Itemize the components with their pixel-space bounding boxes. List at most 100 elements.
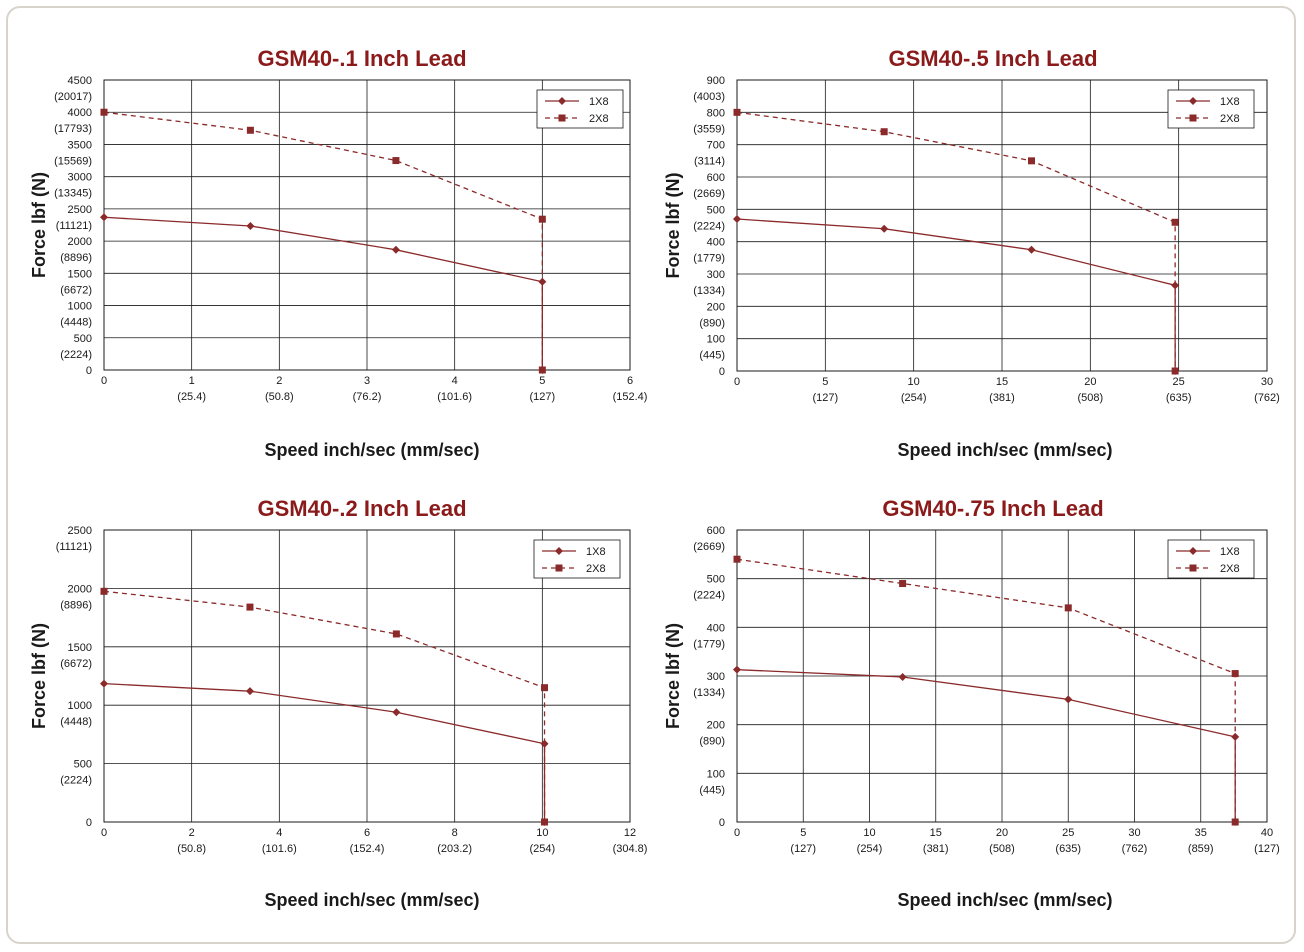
y-tick-sublabel: (890) (699, 317, 725, 329)
data-point-square (246, 603, 254, 611)
x-tick-label: 25 (1062, 827, 1074, 839)
data-point-diamond (392, 708, 401, 717)
legend-box (1167, 539, 1255, 579)
chart-4: GSM40-.75 Inch Lead 0 5 (127) 10 (254) 15 (381)… (663, 496, 1280, 910)
x-tick-sublabel: (152.4) (350, 843, 385, 855)
y-tick-sublabel: (8896) (60, 252, 92, 264)
y-tick-sublabel: (3114) (694, 156, 725, 168)
x-tick-label: 4 (452, 375, 458, 387)
chart-title: GSM40-.75 Inch Lead (882, 496, 1103, 521)
legend-marker (1189, 97, 1197, 105)
y-tick-sublabel: (13345) (54, 188, 92, 200)
data-point-diamond (733, 215, 741, 224)
x-tick-sublabel: (50.8) (177, 843, 206, 855)
series-2X8 (733, 108, 1179, 375)
legend-label: 2X8 (589, 113, 609, 125)
x-tick-label: 0 (734, 827, 740, 839)
x-tick-label: 20 (996, 827, 1008, 839)
data-point-square (392, 157, 400, 165)
data-point-diamond (100, 679, 108, 688)
legend-box (536, 89, 624, 129)
x-tick-sublabel: (203.2) (437, 843, 472, 855)
legend-label: 2X8 (586, 563, 606, 575)
x-tick-sublabel: (76.2) (353, 391, 382, 403)
plot-area (103, 529, 631, 823)
x-tick-sublabel: (381) (989, 392, 1015, 404)
x-tick-sublabel: (762) (1254, 392, 1280, 404)
y-tick-label: 200 (707, 301, 725, 313)
y-tick-label: 1000 (68, 700, 92, 712)
chart-1: GSM40-.1 Inch Lead 0 1 (25.4) 2 (50.8) 3 (76.2)… (29, 46, 647, 460)
data-point-square (541, 818, 549, 826)
y-tick-label: 4000 (68, 107, 92, 119)
y-tick-label: 100 (707, 768, 725, 780)
x-tick-label: 0 (101, 827, 107, 839)
y-tick-label: 600 (707, 525, 725, 537)
legend-marker (558, 97, 566, 105)
x-tick-label: 5 (822, 376, 828, 388)
y-tick-label: 3500 (68, 139, 92, 151)
x-tick-sublabel: (152.4) (613, 391, 648, 403)
y-tick-label: 800 (707, 107, 725, 119)
outer-frame (6, 6, 1296, 944)
y-tick-label: 400 (707, 622, 725, 634)
chart-2: GSM40-.5 Inch Lead 0 5 (127) 10 (254) 15 (381) 2… (663, 46, 1280, 460)
y-tick-sublabel: (17793) (54, 123, 92, 135)
y-tick-sublabel: (11121) (56, 220, 92, 232)
x-tick-label: 12 (624, 827, 636, 839)
x-tick-sublabel: (254) (901, 392, 927, 404)
x-axis-title: Speed inch/sec (mm/sec) (897, 890, 1112, 910)
legend-label: 2X8 (1220, 563, 1240, 575)
y-tick-sublabel: (20017) (54, 91, 92, 103)
y-tick-label: 4500 (68, 75, 92, 87)
x-tick-label: 2 (189, 827, 195, 839)
x-tick-sublabel: (127) (529, 391, 555, 403)
x-tick-sublabel: (762) (1122, 843, 1148, 855)
data-point-diamond (391, 245, 400, 254)
legend-marker (555, 564, 563, 572)
legend-label: 1X8 (586, 546, 606, 558)
data-point-diamond (245, 687, 254, 696)
y-tick-label: 1500 (68, 642, 92, 654)
y-tick-sublabel: (4448) (60, 716, 92, 728)
plot-area (103, 79, 631, 371)
y-tick-sublabel: (15569) (54, 155, 92, 167)
data-point-square (100, 587, 108, 595)
x-tick-sublabel: (127) (812, 392, 838, 404)
x-tick-sublabel: (25.4) (177, 391, 206, 403)
x-tick-sublabel: (101.6) (262, 843, 297, 855)
y-tick-label: 700 (707, 140, 725, 152)
x-tick-sublabel: (127) (1254, 843, 1280, 855)
x-tick-sublabel: (304.8) (613, 843, 648, 855)
y-axis-title: Force lbf (N) (29, 623, 49, 729)
x-tick-sublabel: (635) (1055, 843, 1081, 855)
legend-marker (558, 114, 566, 122)
chart-title: GSM40-.2 Inch Lead (257, 496, 466, 521)
legend-marker (1189, 114, 1197, 122)
series-line (736, 669, 1236, 822)
x-tick-label: 20 (1084, 376, 1096, 388)
series-1X8 (733, 215, 1180, 375)
y-tick-sublabel: (1334) (693, 687, 725, 699)
y-tick-sublabel: (445) (699, 350, 725, 362)
data-point-square (1171, 218, 1179, 226)
series-line (103, 590, 546, 822)
series-1X8 (100, 213, 547, 374)
x-tick-label: 30 (1128, 827, 1140, 839)
x-tick-sublabel: (254) (529, 843, 555, 855)
y-tick-sublabel: (4448) (60, 317, 92, 329)
y-axis-title: Force lbf (N) (29, 172, 49, 278)
y-tick-label: 0 (86, 365, 92, 377)
x-tick-label: 6 (364, 827, 370, 839)
y-tick-sublabel: (6672) (60, 658, 92, 670)
data-point-diamond (733, 665, 741, 674)
x-tick-label: 40 (1261, 827, 1273, 839)
y-tick-label: 2000 (68, 236, 92, 248)
x-tick-label: 4 (276, 827, 282, 839)
data-point-diamond (1027, 245, 1036, 254)
y-tick-sublabel: (3559) (693, 123, 725, 135)
x-tick-label: 5 (800, 827, 806, 839)
series-line (103, 111, 543, 370)
